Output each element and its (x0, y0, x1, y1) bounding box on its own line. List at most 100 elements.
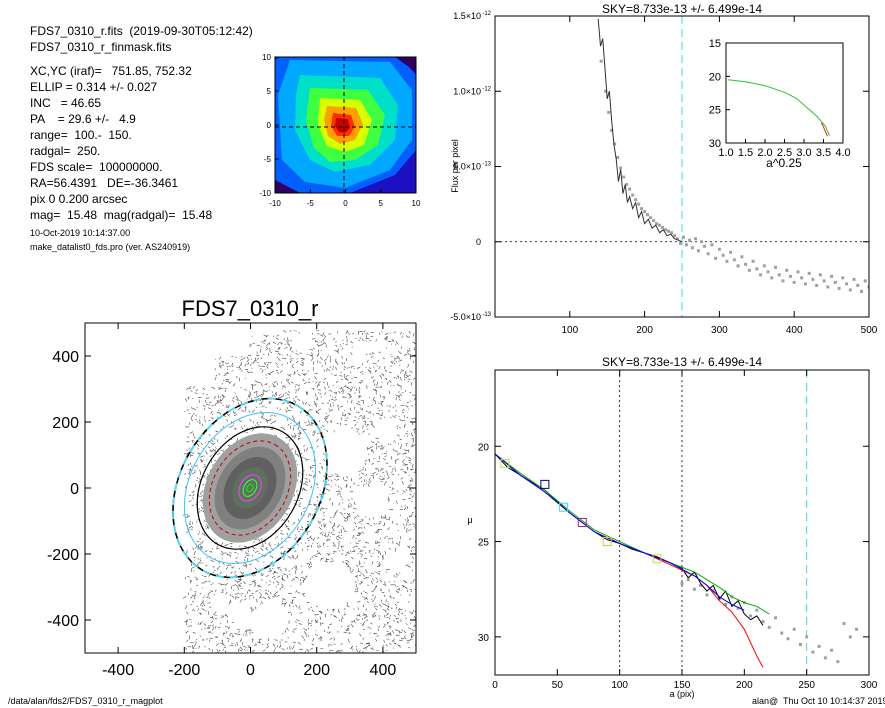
flux-point (693, 237, 697, 241)
flux-marks (495, 16, 869, 317)
mu-point (805, 635, 809, 639)
flux-point (800, 276, 804, 280)
flux-point (637, 202, 641, 206)
mu-point (749, 614, 753, 618)
galaxy-ellipses (172, 397, 328, 579)
mu-point (755, 608, 759, 612)
inset-xtick-label: 2.5 (777, 147, 792, 159)
image-field (85, 323, 416, 653)
heatmap-axes: -10 -5 0 5 10 10 5 0 -5 -10 (259, 53, 421, 208)
img-xtick-label: 400 (370, 662, 397, 679)
flux-point (725, 259, 729, 263)
mu-point (798, 643, 802, 646)
inset-xtick-label: 3.0 (796, 147, 811, 159)
flux-point (622, 175, 626, 179)
flux-ytick-base: 5.0×10 (453, 162, 481, 172)
flux-point (679, 241, 683, 245)
inset-xtick-label: 3.5 (816, 147, 831, 159)
flux-point (640, 207, 644, 211)
flux-point (781, 279, 785, 283)
inset-ytick-label: 15 (709, 38, 721, 50)
mu-xtick-label: 250 (798, 680, 815, 691)
img-ytick-label: 0 (70, 481, 79, 498)
flux-point (628, 187, 632, 191)
inset-xlabel: a^0.25 (766, 156, 802, 170)
mu-xlabel: a (pix) (669, 689, 694, 699)
param-line: FDS scale= 100000000. (30, 160, 163, 174)
flux-point (599, 59, 603, 63)
flux-point (788, 274, 792, 278)
heat-ytick-label: 0 (267, 121, 272, 130)
flux-point (710, 243, 714, 247)
mu-point (817, 644, 821, 648)
inset-series-line (821, 122, 828, 137)
mu-point (767, 625, 771, 629)
flux-point (729, 250, 733, 254)
heat-ytick-label: 5 (267, 87, 272, 96)
flux-ytick-base: 0 (476, 237, 481, 247)
flux-xtick-label: 300 (711, 325, 728, 336)
flux-point (860, 289, 864, 293)
flux-point (736, 264, 740, 268)
mu-point (686, 578, 690, 582)
flux-point (706, 252, 710, 256)
flux-point (856, 283, 860, 287)
flux-point (699, 240, 703, 244)
heatmap-panel: -10 -5 0 5 10 10 5 0 -5 -10 (259, 53, 421, 208)
flux-point (852, 277, 856, 281)
footer-path: /data/alan/fds2/FDS7_0310_r_magplot (8, 696, 163, 706)
flux-ytick-label: 0 (476, 237, 481, 247)
mu-xtick-label: 50 (552, 680, 564, 691)
flux-point (604, 89, 608, 93)
param-line: INC = 46.65 (30, 96, 102, 110)
mu-ylabel: μ (467, 515, 472, 525)
heat-xtick-label: 10 (412, 199, 421, 208)
flux-point (607, 110, 611, 114)
mu-point (848, 635, 852, 639)
flux-point (770, 276, 774, 280)
heat-xtick-label: 5 (379, 199, 384, 208)
mu-point (823, 656, 827, 660)
flux-point (664, 228, 668, 232)
flux-xtick-label: 500 (861, 325, 878, 336)
flux-point (667, 229, 671, 233)
mu-ytick-label: 30 (478, 633, 490, 644)
mu-square-marker (577, 518, 587, 527)
image-axes: -400 -200 0 200 400 400 200 0 -200 -400 (47, 323, 416, 679)
inset-ytick-label: 20 (709, 71, 721, 83)
inset-ytick-label: 30 (709, 138, 721, 150)
heat-ytick-label: -5 (264, 155, 272, 164)
mu-title: SKY=8.733e-13 +/- 6.499e-14 (602, 355, 762, 369)
flux-point (690, 246, 694, 250)
mu-point (830, 648, 834, 652)
flux-point (610, 128, 614, 132)
flux-point (655, 222, 659, 226)
heat-ytick-label: -10 (259, 189, 271, 198)
flux-point (625, 183, 629, 187)
flux-point (796, 270, 800, 274)
mu-square-marker (540, 479, 550, 489)
mu-square-marker (652, 554, 662, 564)
flux-point (717, 247, 721, 251)
mu-axes: 0 50 100 150 200 250 300 20 25 30 (478, 370, 878, 691)
flux-point (774, 265, 777, 269)
flux-point (803, 282, 807, 286)
flux-point (867, 285, 869, 289)
mu-point (836, 660, 840, 664)
mu-point (855, 627, 859, 631)
flux-point (684, 243, 688, 247)
flux-point (792, 280, 796, 284)
flux-xtick-label: 100 (561, 325, 578, 336)
param-line: PA = 29.6 +/- 4.9 (30, 112, 136, 126)
flux-point (833, 280, 837, 284)
mu-point (774, 616, 777, 620)
param-line: ELLIP = 0.314 +/- 0.027 (30, 80, 158, 94)
flux-point (826, 285, 830, 289)
flux-ytick-exp: -12 (482, 86, 491, 92)
mu-point (786, 637, 790, 641)
inset-ytick-label: 25 (709, 105, 721, 117)
footer-stamp: alan@ Thu Oct 10 10:14:37 2019 (752, 696, 885, 706)
flux-point (702, 244, 706, 248)
